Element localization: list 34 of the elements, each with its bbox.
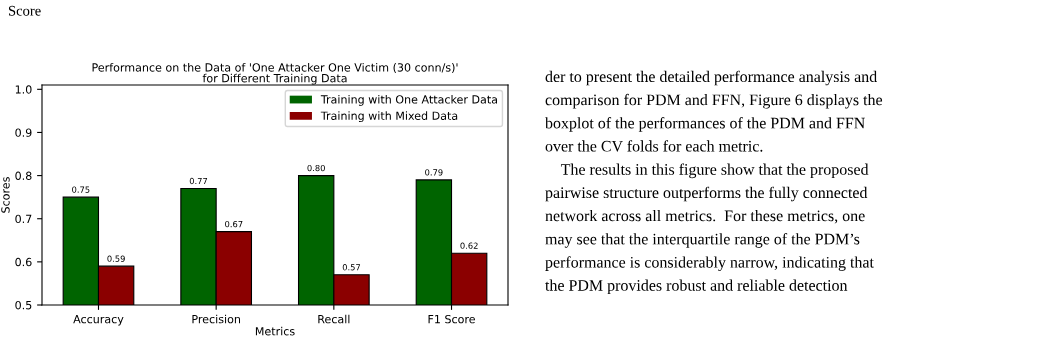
x-tick-label: Recall: [318, 314, 350, 324]
text: The results in this figure show that the proposed: [560, 163, 869, 179]
text: the PDM provides robust and reliable detection: [545, 279, 848, 295]
y-tick-label: 0.7: [15, 214, 32, 224]
y-axis-title: Scores: [1, 177, 10, 213]
y-tick-label: 1.0: [15, 85, 32, 94]
data-label: 0.79: [425, 169, 443, 176]
data-label: 0.57: [342, 264, 361, 271]
text: network across all metrics. For these metrics, one: [545, 209, 865, 224]
x-tick-label: F1 Score: [428, 314, 475, 324]
data-label: 0.59: [107, 255, 125, 262]
data-label: 0.62: [460, 242, 478, 249]
data-label: 0.77: [189, 177, 208, 185]
x-axis-title: Metrics: [255, 326, 295, 336]
text: Score: [8, 5, 41, 16]
y-tick-label: 0.8: [15, 171, 32, 180]
text: boxplot of the performances of the PDM and FFN: [545, 117, 865, 132]
data-label: 0.80: [307, 164, 325, 172]
text: may see that the interquartile range of the PDM’s: [545, 233, 860, 248]
x-tick-label: Accuracy: [73, 315, 124, 326]
text: comparison for PDM and FFN, Figure 6 displays the: [545, 93, 883, 109]
chart-title: Performance on the Data of 'One Attacker One Victim (30 conn/s)' for Different Training Data: [92, 63, 458, 85]
legend-label: Training with One Attacker Data: [320, 95, 497, 106]
text: performance is considerably narrow, indicating that: [545, 256, 874, 271]
text: pairwise structure outperforms the fully connected: [545, 186, 868, 202]
y-tick-label: 0.5: [15, 300, 32, 310]
x-tick-label: Precision: [192, 314, 240, 324]
data-label: 0.75: [72, 186, 90, 193]
text: over the CV folds for each metric.: [545, 140, 763, 152]
text: der to present the detailed performance analysis and: [545, 70, 877, 86]
data-label: 0.67: [225, 220, 243, 228]
y-tick-label: 0.9: [15, 128, 32, 137]
y-tick-label: 0.6: [15, 257, 32, 267]
legend-label: Training with Mixed Data: [320, 111, 458, 123]
